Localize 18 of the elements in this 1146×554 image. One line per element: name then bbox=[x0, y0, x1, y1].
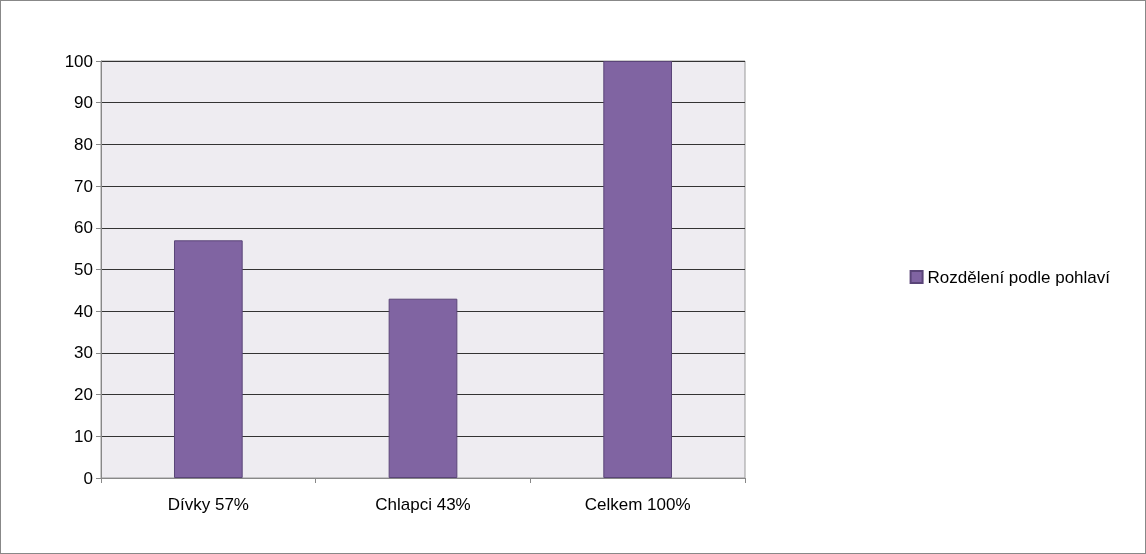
bar bbox=[173, 240, 243, 478]
y-tick-label: 40 bbox=[74, 301, 93, 321]
x-tick-label: Chlapci 43% bbox=[375, 495, 471, 514]
bar bbox=[388, 298, 458, 478]
bar bbox=[603, 61, 673, 478]
y-tick-label: 30 bbox=[74, 343, 93, 363]
x-tick-label: Celkem 100% bbox=[584, 495, 691, 514]
y-tick-label: 0 bbox=[83, 468, 93, 488]
y-tick-label: 50 bbox=[74, 260, 93, 279]
y-tick-label: 10 bbox=[74, 426, 93, 446]
x-tick-label: Dívky 57% bbox=[167, 495, 249, 514]
y-tick-label: 70 bbox=[74, 176, 93, 196]
y-tick-label: 60 bbox=[74, 218, 93, 238]
y-tick-label: 90 bbox=[74, 93, 93, 113]
legend-label: Rozdělení podle pohlaví bbox=[927, 267, 1111, 287]
y-tick-label: 80 bbox=[74, 134, 93, 154]
y-tick-label: 100 bbox=[64, 51, 93, 71]
y-tick-label: 20 bbox=[74, 385, 93, 405]
